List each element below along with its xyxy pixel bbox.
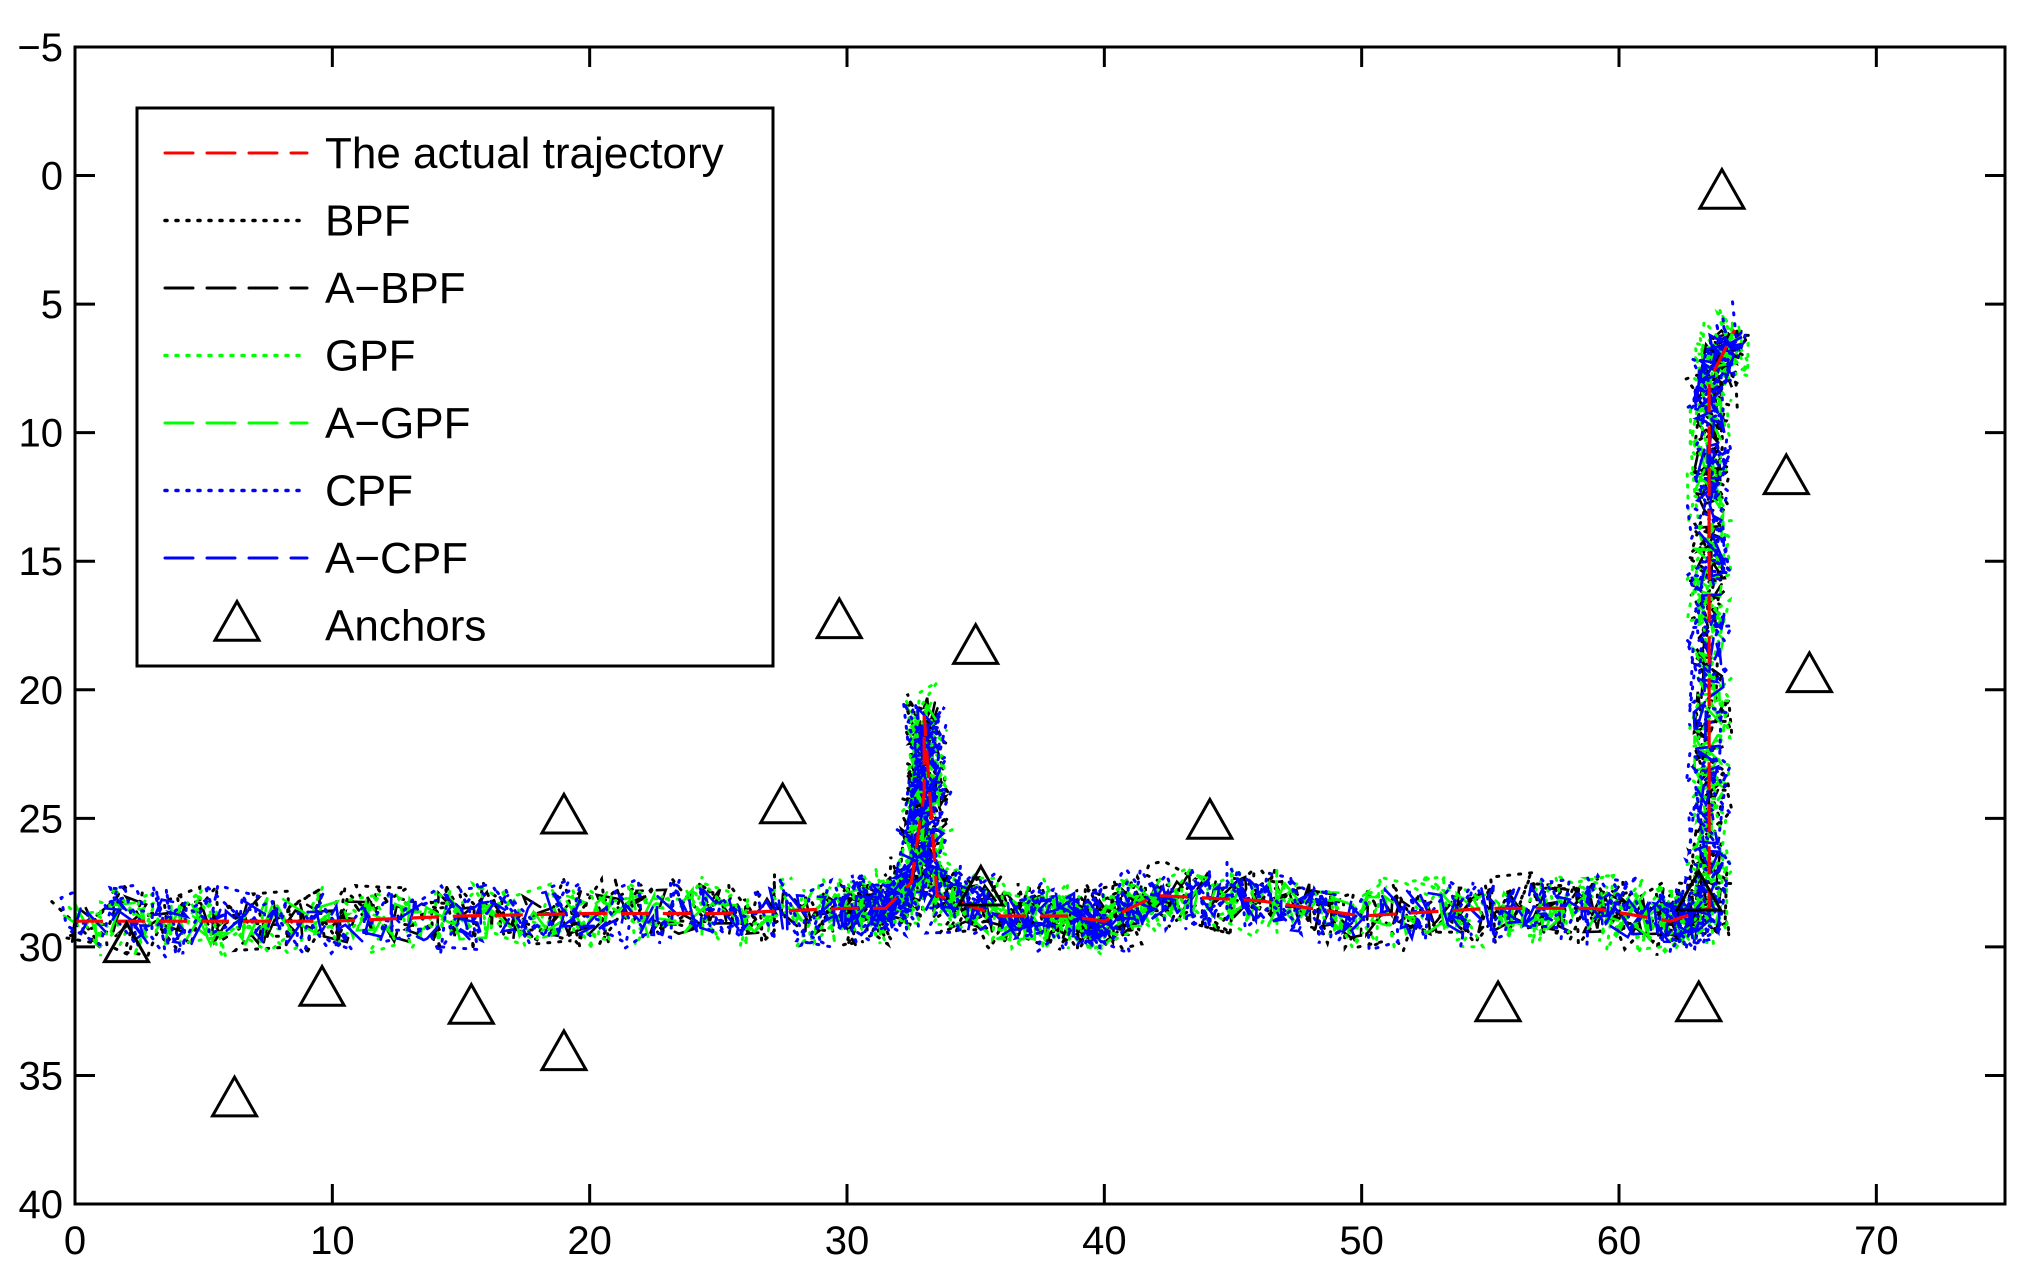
y-tick-label: 40: [19, 1183, 64, 1227]
x-tick-label: 70: [1854, 1219, 1899, 1263]
x-tick-labels: 0 10 20 30 40 50 60 70: [64, 1219, 1899, 1263]
anchor-marker: [539, 791, 589, 835]
x-tick-label: 20: [567, 1219, 612, 1263]
x-tick-label: 0: [64, 1219, 86, 1263]
anchor-marker: [758, 781, 808, 825]
series-cpf: [59, 296, 1748, 961]
legend: The actual trajectory BPF A−BPF GPF A−GPF CPF…: [135, 106, 775, 668]
anchors-group: [101, 166, 1835, 1118]
x-tick-label: 30: [825, 1219, 870, 1263]
plot-frame: [73, 45, 2007, 1206]
anchor-marker: [209, 1074, 260, 1118]
series-actual-trajectory: [75, 329, 1737, 923]
y-tick-label: 35: [19, 1054, 64, 1098]
legend-label: A−BPF: [325, 264, 466, 313]
x-tick-label: 50: [1339, 1219, 1384, 1263]
legend-label: A−CPF: [325, 534, 468, 583]
y-tick-label: 25: [19, 797, 64, 841]
y-tick-labels: −5 0 5 10 15 20 25 30 35 40: [17, 26, 63, 1227]
anchor-marker: [1697, 166, 1747, 210]
anchor-marker: [101, 919, 152, 964]
legend-box: [135, 106, 775, 668]
axes-group: [73, 45, 2007, 1206]
y-tick-label: 5: [41, 283, 63, 327]
y-tick-label: 30: [19, 926, 64, 970]
x-tick-label: 60: [1597, 1219, 1642, 1263]
y-tick-label: 10: [19, 412, 64, 456]
series-a-gpf: [62, 309, 1743, 948]
anchor-marker: [539, 1027, 589, 1072]
legend-label: The actual trajectory: [325, 129, 724, 178]
anchor-marker: [1761, 451, 1811, 496]
legend-label: CPF: [325, 467, 413, 516]
legend-label: GPF: [325, 332, 415, 381]
anchor-marker: [1473, 978, 1523, 1023]
y-tick-label: 20: [19, 669, 64, 713]
legend-label: A−GPF: [325, 399, 471, 448]
anchor-marker: [1674, 978, 1724, 1023]
y-tick-label: 15: [19, 540, 64, 584]
legend-label: BPF: [325, 197, 411, 246]
anchor-marker: [1185, 796, 1235, 840]
x-tick-label: 40: [1082, 1219, 1127, 1263]
y-tick-label: 0: [41, 155, 63, 199]
x-tick-label: 10: [310, 1219, 355, 1263]
anchor-marker: [1784, 649, 1835, 694]
legend-marker-anchors: [212, 598, 262, 642]
anchor-marker: [446, 981, 496, 1025]
anchor-marker: [956, 863, 1006, 907]
y-tick-label: −5: [17, 26, 63, 70]
anchor-marker: [814, 595, 864, 640]
legend-label: Anchors: [325, 602, 486, 651]
anchor-marker: [297, 963, 347, 1007]
anchor-marker: [1674, 868, 1724, 912]
actual-trajectory-group: [75, 329, 1737, 923]
anchor-marker: [951, 621, 1001, 665]
